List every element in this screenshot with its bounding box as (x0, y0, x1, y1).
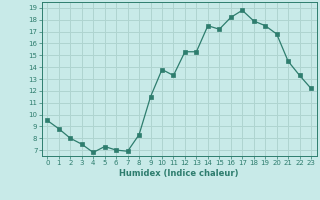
X-axis label: Humidex (Indice chaleur): Humidex (Indice chaleur) (119, 169, 239, 178)
